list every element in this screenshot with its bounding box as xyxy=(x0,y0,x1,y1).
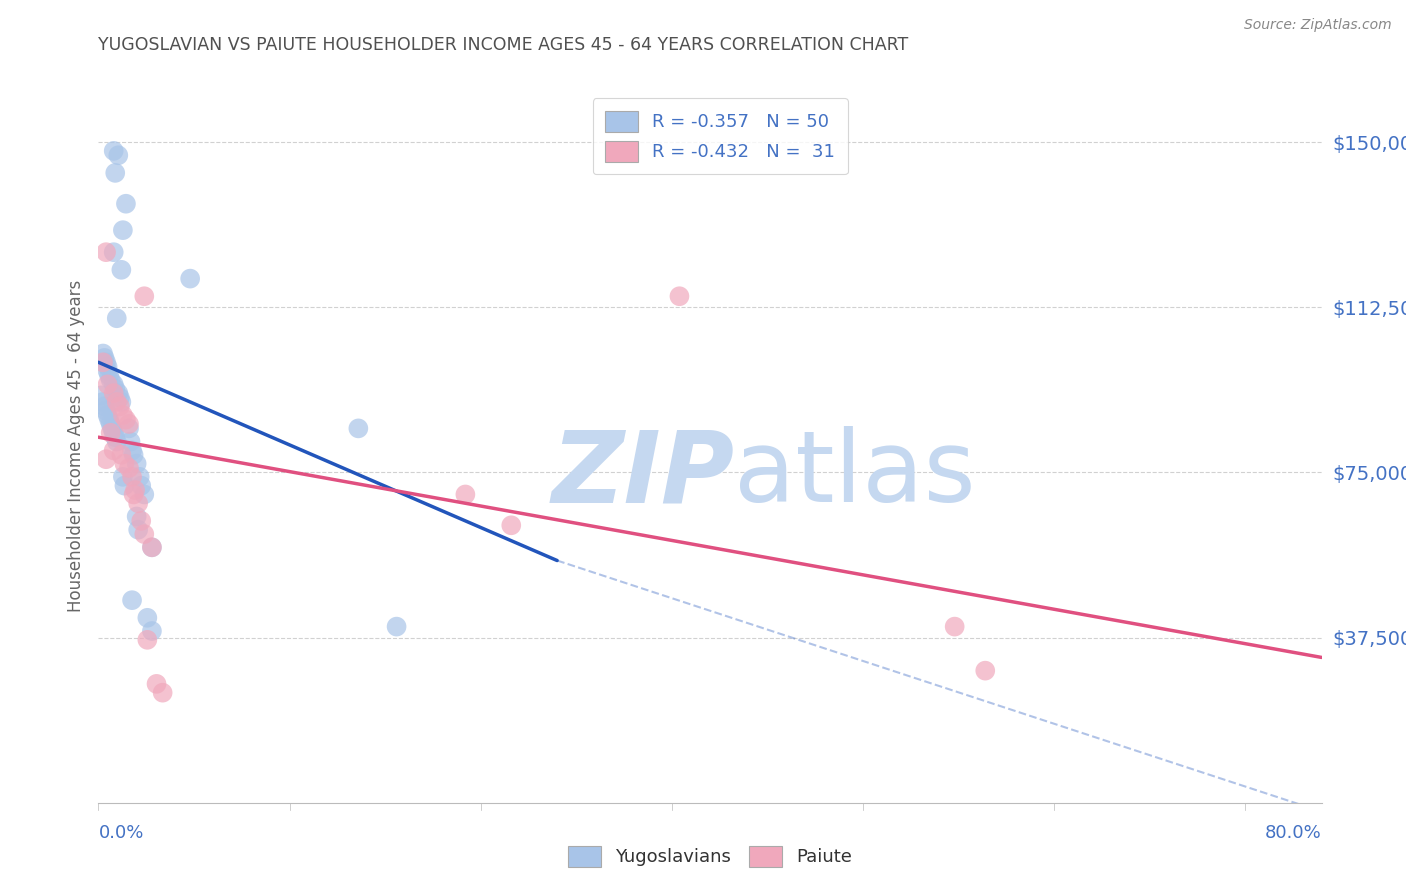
Point xyxy=(111,470,134,484)
Point xyxy=(124,483,146,497)
Point xyxy=(118,417,141,431)
Point xyxy=(94,452,117,467)
Point xyxy=(152,686,174,700)
Point xyxy=(129,478,152,492)
Point xyxy=(105,311,128,326)
Point xyxy=(115,196,138,211)
Text: 0.0%: 0.0% xyxy=(98,824,143,842)
Text: ZIP: ZIP xyxy=(551,426,734,523)
Point xyxy=(141,624,163,638)
Point xyxy=(100,417,122,431)
Point xyxy=(103,245,125,260)
Point xyxy=(104,430,127,444)
Point xyxy=(125,457,148,471)
Point xyxy=(118,461,141,475)
Point xyxy=(90,388,112,402)
Point xyxy=(974,664,997,678)
Point xyxy=(112,478,135,492)
Legend: Yugoslavians, Paiute: Yugoslavians, Paiute xyxy=(555,833,865,880)
Text: atlas: atlas xyxy=(734,426,976,523)
Point xyxy=(122,487,145,501)
Text: Source: ZipAtlas.com: Source: ZipAtlas.com xyxy=(1244,18,1392,32)
Point xyxy=(118,421,141,435)
Point xyxy=(103,443,125,458)
Point xyxy=(179,271,201,285)
Point xyxy=(103,144,125,158)
Point xyxy=(134,527,156,541)
Point xyxy=(120,434,142,449)
Text: YUGOSLAVIAN VS PAIUTE HOUSEHOLDER INCOME AGES 45 - 64 YEARS CORRELATION CHART: YUGOSLAVIAN VS PAIUTE HOUSEHOLDER INCOME… xyxy=(98,36,908,54)
Point xyxy=(104,382,127,396)
Point xyxy=(134,487,156,501)
Point xyxy=(127,496,149,510)
Point xyxy=(103,425,125,440)
Point xyxy=(127,523,149,537)
Point xyxy=(145,677,167,691)
Point xyxy=(107,148,129,162)
Point xyxy=(111,223,134,237)
Point xyxy=(122,448,145,462)
Point xyxy=(134,289,156,303)
Point xyxy=(100,373,122,387)
Point xyxy=(107,386,129,401)
Point xyxy=(111,408,134,422)
Point xyxy=(91,346,114,360)
Point xyxy=(112,457,135,471)
Point xyxy=(125,509,148,524)
Point xyxy=(385,619,408,633)
Point xyxy=(128,470,150,484)
Point xyxy=(108,391,131,405)
Point xyxy=(141,541,163,555)
Point xyxy=(104,166,127,180)
Point xyxy=(121,443,143,458)
Point xyxy=(108,400,131,414)
Point xyxy=(110,448,132,462)
Point xyxy=(93,351,115,365)
Y-axis label: Householder Income Ages 45 - 64 years: Householder Income Ages 45 - 64 years xyxy=(66,280,84,612)
Point xyxy=(501,518,523,533)
Point xyxy=(97,408,120,422)
Point xyxy=(93,400,115,414)
Point xyxy=(121,470,143,484)
Point xyxy=(347,421,370,435)
Point xyxy=(91,355,114,369)
Point xyxy=(100,425,122,440)
Point xyxy=(97,359,120,374)
Point xyxy=(115,412,138,426)
Point xyxy=(105,434,128,449)
Point xyxy=(103,386,125,401)
Point xyxy=(110,262,132,277)
Point xyxy=(121,593,143,607)
Point xyxy=(94,403,117,417)
Point xyxy=(141,541,163,555)
Point xyxy=(97,364,120,378)
Point xyxy=(105,395,128,409)
Point xyxy=(98,368,121,383)
Point xyxy=(91,395,114,409)
Point xyxy=(136,611,159,625)
Point xyxy=(94,355,117,369)
Point xyxy=(129,514,152,528)
Point xyxy=(110,395,132,409)
Point xyxy=(97,377,120,392)
Point xyxy=(98,412,121,426)
Point xyxy=(103,377,125,392)
Text: 80.0%: 80.0% xyxy=(1265,824,1322,842)
Point xyxy=(454,487,477,501)
Point xyxy=(94,245,117,260)
Point xyxy=(101,421,124,435)
Point xyxy=(136,632,159,647)
Point xyxy=(668,289,690,303)
Point xyxy=(943,619,966,633)
